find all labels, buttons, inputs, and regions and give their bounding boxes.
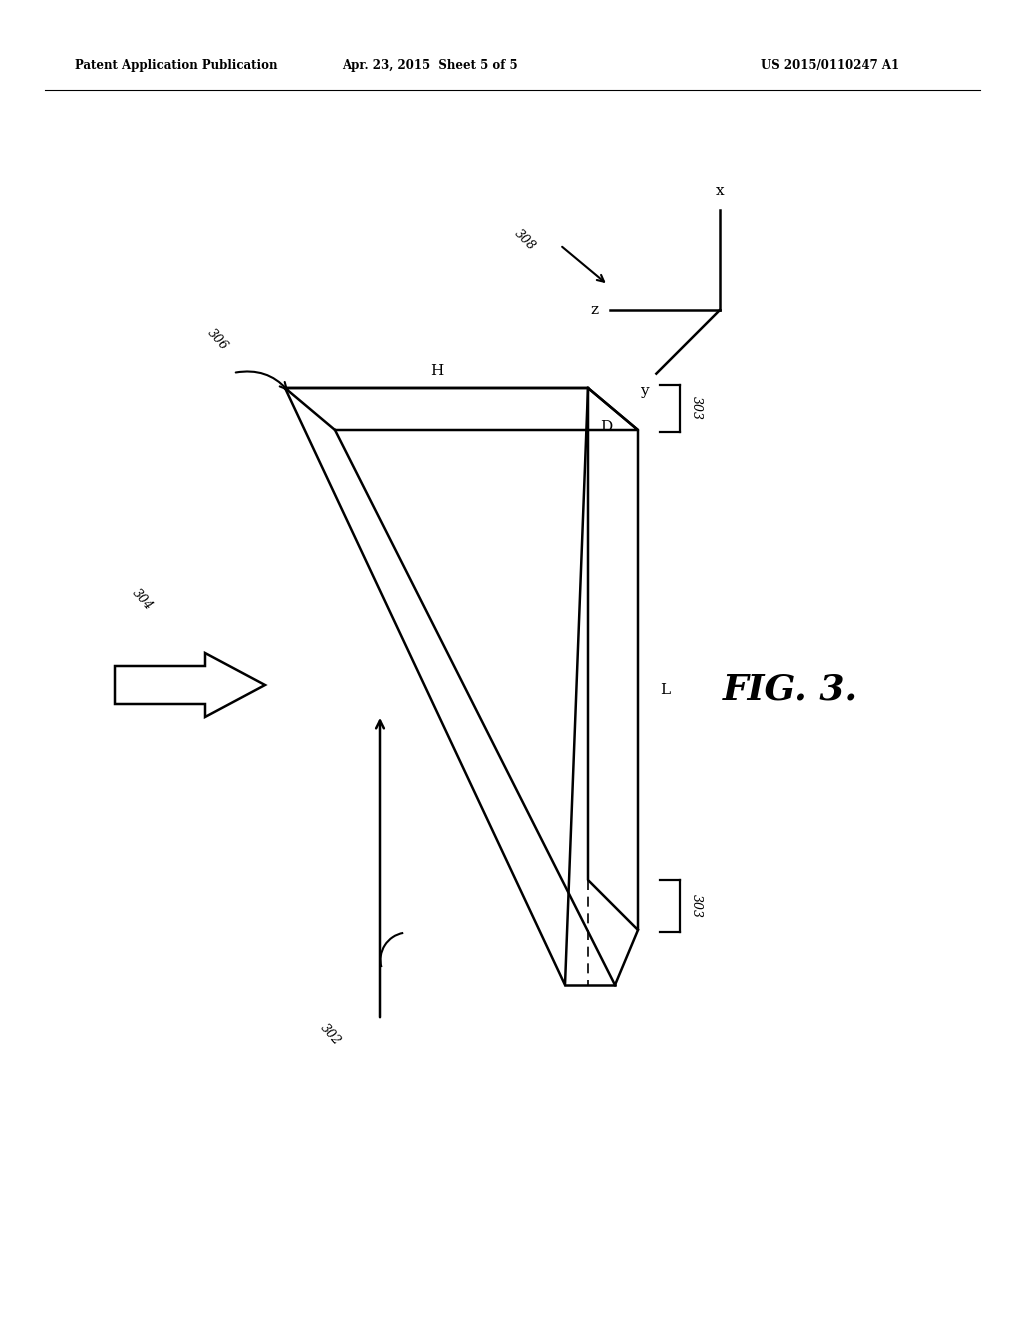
Text: H: H — [430, 364, 443, 378]
Text: D: D — [600, 420, 612, 434]
Text: 308: 308 — [512, 227, 538, 253]
Text: US 2015/0110247 A1: US 2015/0110247 A1 — [761, 58, 899, 71]
Text: FIG. 3.: FIG. 3. — [723, 673, 857, 708]
Text: 303: 303 — [690, 396, 703, 420]
Text: Patent Application Publication: Patent Application Publication — [75, 58, 278, 71]
Text: y: y — [640, 384, 648, 397]
Text: 303: 303 — [690, 894, 703, 917]
Text: L: L — [660, 682, 670, 697]
Text: Apr. 23, 2015  Sheet 5 of 5: Apr. 23, 2015 Sheet 5 of 5 — [342, 58, 518, 71]
Text: 302: 302 — [317, 1022, 343, 1048]
Text: x: x — [716, 183, 724, 198]
Text: z: z — [590, 304, 598, 317]
Text: 304: 304 — [130, 586, 156, 614]
Text: 306: 306 — [204, 326, 230, 352]
